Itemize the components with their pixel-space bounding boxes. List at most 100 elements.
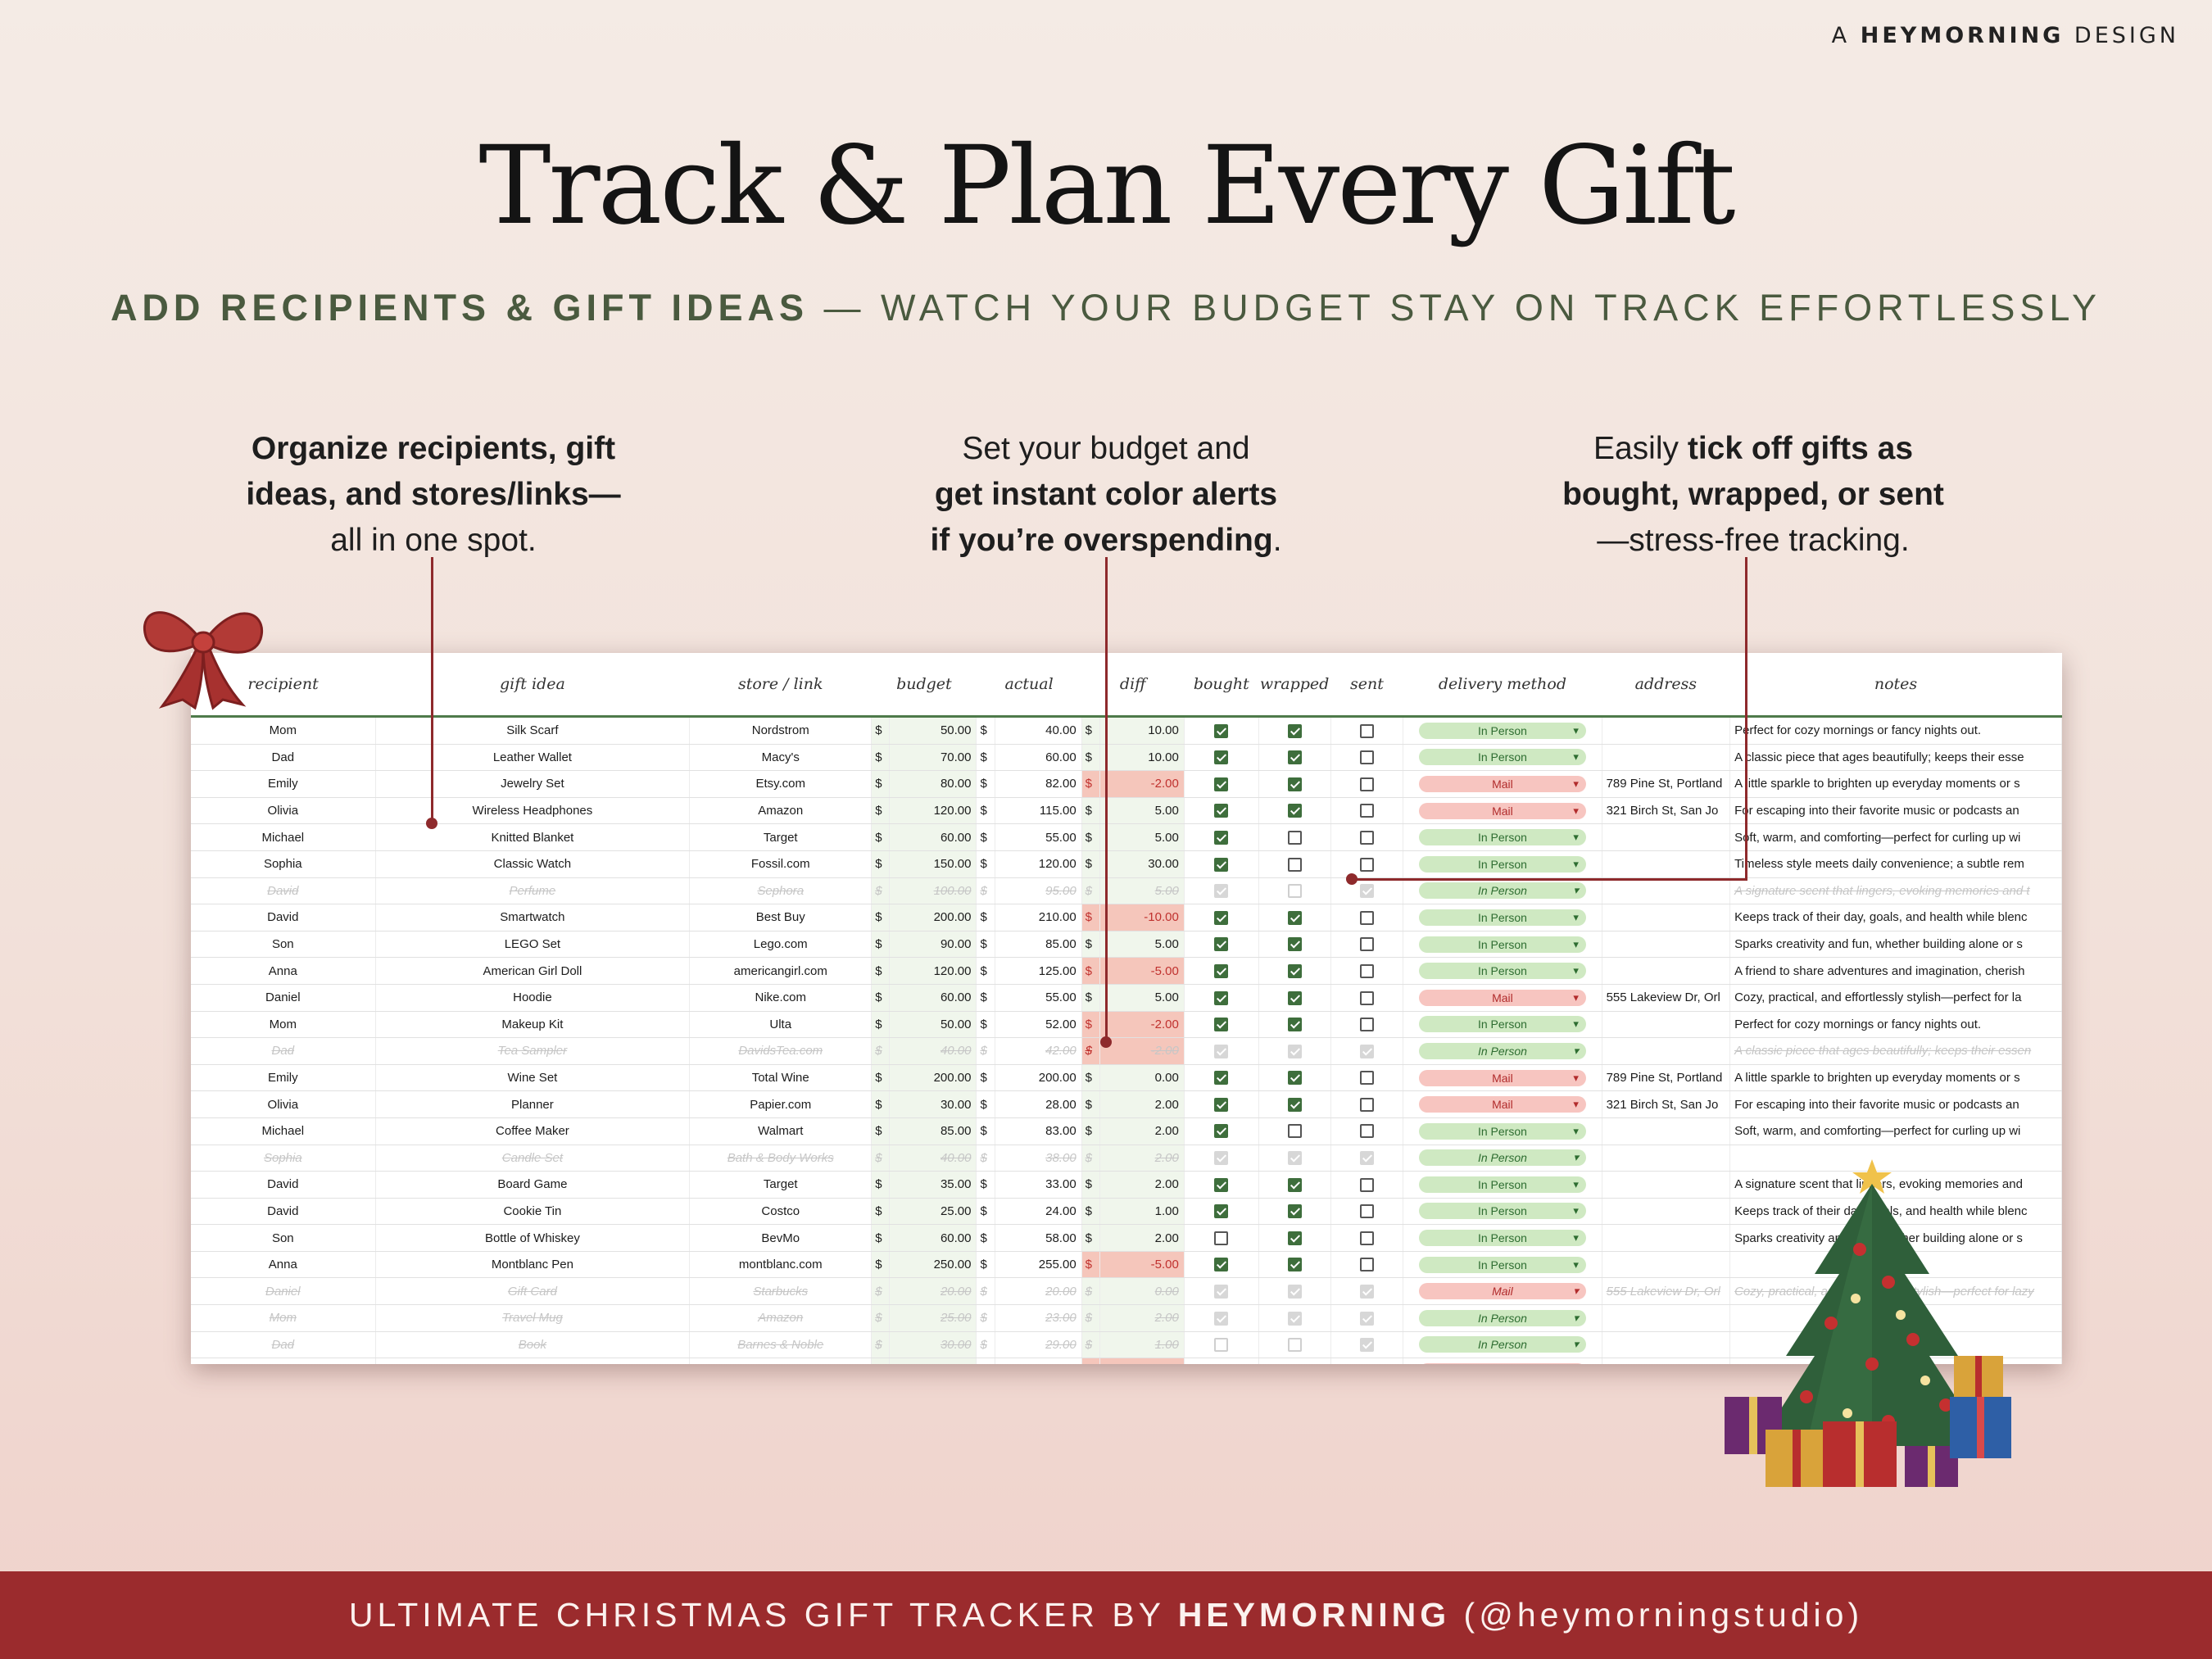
cell-gift-idea[interactable]: Jewelry Set bbox=[375, 770, 691, 798]
bought-checkbox[interactable] bbox=[1214, 1204, 1229, 1219]
cell-actual[interactable]: 95.00 bbox=[995, 877, 1082, 905]
cell-store[interactable]: Total Wine bbox=[689, 1064, 873, 1092]
cell-notes[interactable]: A classic piece that ages beautifully; k… bbox=[1729, 744, 2062, 772]
sent-checkbox[interactable] bbox=[1359, 1231, 1374, 1245]
cell-actual[interactable]: 33.00 bbox=[995, 1171, 1082, 1199]
cell-recipient[interactable]: David bbox=[191, 1198, 376, 1226]
delivery-method-dropdown[interactable]: Mail bbox=[1418, 775, 1586, 792]
wrapped-checkbox[interactable] bbox=[1287, 1204, 1302, 1219]
cell-actual[interactable]: 55.00 bbox=[995, 823, 1082, 851]
wrapped-checkbox[interactable] bbox=[1287, 1044, 1302, 1058]
wrapped-checkbox[interactable] bbox=[1287, 1177, 1302, 1192]
sent-checkbox[interactable] bbox=[1359, 990, 1374, 1005]
cell-notes[interactable]: A signature scent that lingers, evoking … bbox=[1729, 877, 2062, 905]
cell-actual[interactable]: 200.00 bbox=[995, 1064, 1082, 1092]
sent-checkbox[interactable] bbox=[1359, 937, 1374, 952]
cell-address[interactable] bbox=[1602, 1251, 1731, 1279]
sent-checkbox[interactable] bbox=[1359, 1204, 1374, 1219]
cell-gift-idea[interactable]: Sports Bag bbox=[375, 1358, 691, 1364]
cell-budget[interactable]: 70.00 bbox=[889, 744, 977, 772]
delivery-method-dropdown[interactable]: In Person bbox=[1418, 722, 1586, 739]
cell-gift-idea[interactable]: Makeup Kit bbox=[375, 1011, 691, 1039]
cell-budget[interactable]: 50.00 bbox=[889, 716, 977, 745]
cell-gift-idea[interactable]: Silk Scarf bbox=[375, 716, 691, 745]
table-row[interactable]: David Board Game Target $35.00 $33.00 $2.00 In… bbox=[191, 1171, 2062, 1199]
sent-checkbox[interactable] bbox=[1359, 1044, 1374, 1058]
bought-checkbox[interactable] bbox=[1214, 1285, 1229, 1299]
sent-checkbox[interactable] bbox=[1359, 1338, 1374, 1353]
sent-checkbox[interactable] bbox=[1359, 1097, 1374, 1112]
cell-recipient[interactable]: Anna bbox=[191, 957, 376, 985]
cell-store[interactable]: Nordstrom bbox=[689, 716, 873, 745]
table-row[interactable]: Mom Makeup Kit Ulta $50.00 $52.00 $ -2.00 In Pe… bbox=[191, 1011, 2062, 1039]
cell-recipient[interactable]: Son bbox=[191, 1224, 376, 1252]
cell-recipient[interactable]: Michael bbox=[191, 823, 376, 851]
delivery-method-dropdown[interactable]: In Person bbox=[1418, 1176, 1586, 1193]
cell-address[interactable] bbox=[1602, 823, 1731, 851]
cell-notes[interactable]: Perfect for cozy mornings or fancy night… bbox=[1729, 1011, 2062, 1039]
cell-gift-idea[interactable]: Knitted Blanket bbox=[375, 823, 691, 851]
cell-store[interactable]: Best Buy bbox=[689, 904, 873, 931]
cell-store[interactable]: DavidsTea.com bbox=[689, 1037, 873, 1065]
cell-store[interactable]: Sephora bbox=[689, 877, 873, 905]
wrapped-checkbox[interactable] bbox=[1287, 1018, 1302, 1032]
cell-budget[interactable]: 25.00 bbox=[889, 1198, 977, 1226]
cell-recipient[interactable]: David bbox=[191, 904, 376, 931]
cell-address[interactable]: 789 Pine St, Portland bbox=[1602, 1064, 1731, 1092]
bought-checkbox[interactable] bbox=[1214, 723, 1229, 738]
cell-budget[interactable]: 100.00 bbox=[889, 877, 977, 905]
bought-checkbox[interactable] bbox=[1214, 750, 1229, 765]
cell-notes[interactable]: Keeps track of their day, goals, and hea… bbox=[1729, 904, 2062, 931]
bought-checkbox[interactable] bbox=[1214, 884, 1229, 899]
cell-store[interactable]: Amazon bbox=[689, 1304, 873, 1332]
cell-gift-idea[interactable]: Hoodie bbox=[375, 984, 691, 1012]
cell-budget[interactable]: 20.00 bbox=[889, 1277, 977, 1306]
cell-recipient[interactable]: Mom bbox=[191, 1011, 376, 1039]
table-row[interactable]: Son LEGO Set Lego.com $90.00 $85.00 $5.00 In P… bbox=[191, 931, 2062, 959]
sent-checkbox[interactable] bbox=[1359, 910, 1374, 925]
cell-store[interactable]: Nike.com bbox=[689, 984, 873, 1012]
wrapped-checkbox[interactable] bbox=[1287, 990, 1302, 1005]
cell-recipient[interactable]: Emily bbox=[191, 770, 376, 798]
cell-actual[interactable]: 42.00 bbox=[995, 1037, 1082, 1065]
wrapped-checkbox[interactable] bbox=[1287, 1071, 1302, 1086]
sent-checkbox[interactable] bbox=[1359, 1124, 1374, 1139]
table-row[interactable]: Daniel Hoodie Nike.com $60.00 $55.00 $5.00 Mai… bbox=[191, 984, 2062, 1012]
delivery-method-dropdown[interactable]: In Person bbox=[1418, 749, 1586, 766]
table-row[interactable]: Dad Book Barnes & Noble $30.00 $29.00 $1.00 In… bbox=[191, 1331, 2062, 1359]
bought-checkbox[interactable] bbox=[1214, 777, 1229, 791]
delivery-method-dropdown[interactable]: Mail bbox=[1418, 1069, 1586, 1086]
cell-store[interactable]: montblanc.com bbox=[689, 1251, 873, 1279]
sent-checkbox[interactable] bbox=[1359, 884, 1374, 899]
cell-notes[interactable]: Perfect for cozy mornings or fancy night… bbox=[1729, 716, 2062, 745]
wrapped-checkbox[interactable] bbox=[1287, 910, 1302, 925]
sent-checkbox[interactable] bbox=[1359, 723, 1374, 738]
wrapped-checkbox[interactable] bbox=[1287, 723, 1302, 738]
cell-address[interactable] bbox=[1602, 1171, 1731, 1199]
cell-gift-idea[interactable]: Bottle of Whiskey bbox=[375, 1224, 691, 1252]
cell-address[interactable] bbox=[1602, 904, 1731, 931]
cell-actual[interactable]: 125.00 bbox=[995, 957, 1082, 985]
cell-actual[interactable]: 100.00 bbox=[995, 1358, 1082, 1364]
wrapped-checkbox[interactable] bbox=[1287, 1151, 1302, 1166]
cell-actual[interactable]: 28.00 bbox=[995, 1090, 1082, 1118]
wrapped-checkbox[interactable] bbox=[1287, 804, 1302, 818]
cell-actual[interactable]: 210.00 bbox=[995, 904, 1082, 931]
cell-budget[interactable]: 60.00 bbox=[889, 984, 977, 1012]
cell-budget[interactable]: 120.00 bbox=[889, 797, 977, 825]
wrapped-checkbox[interactable] bbox=[1287, 1311, 1302, 1326]
bought-checkbox[interactable] bbox=[1214, 937, 1229, 952]
cell-budget[interactable]: 70.00 bbox=[889, 1358, 977, 1364]
sent-checkbox[interactable] bbox=[1359, 804, 1374, 818]
bought-checkbox[interactable] bbox=[1214, 857, 1229, 872]
cell-store[interactable]: Starbucks bbox=[689, 1277, 873, 1306]
cell-address[interactable] bbox=[1602, 1117, 1731, 1145]
cell-actual[interactable]: 38.00 bbox=[995, 1145, 1082, 1172]
cell-budget[interactable]: 90.00 bbox=[889, 931, 977, 959]
cell-actual[interactable]: 83.00 bbox=[995, 1117, 1082, 1145]
table-row[interactable]: Sophia Candle Set Bath & Body Works $40.00 $… bbox=[191, 1145, 2062, 1172]
delivery-method-dropdown[interactable]: In Person bbox=[1418, 1122, 1586, 1140]
bought-checkbox[interactable] bbox=[1214, 1231, 1229, 1245]
table-row[interactable]: Dad Leather Wallet Macy's $70.00 $60.00 $10.0… bbox=[191, 744, 2062, 772]
cell-recipient[interactable]: Mom bbox=[191, 1304, 376, 1332]
